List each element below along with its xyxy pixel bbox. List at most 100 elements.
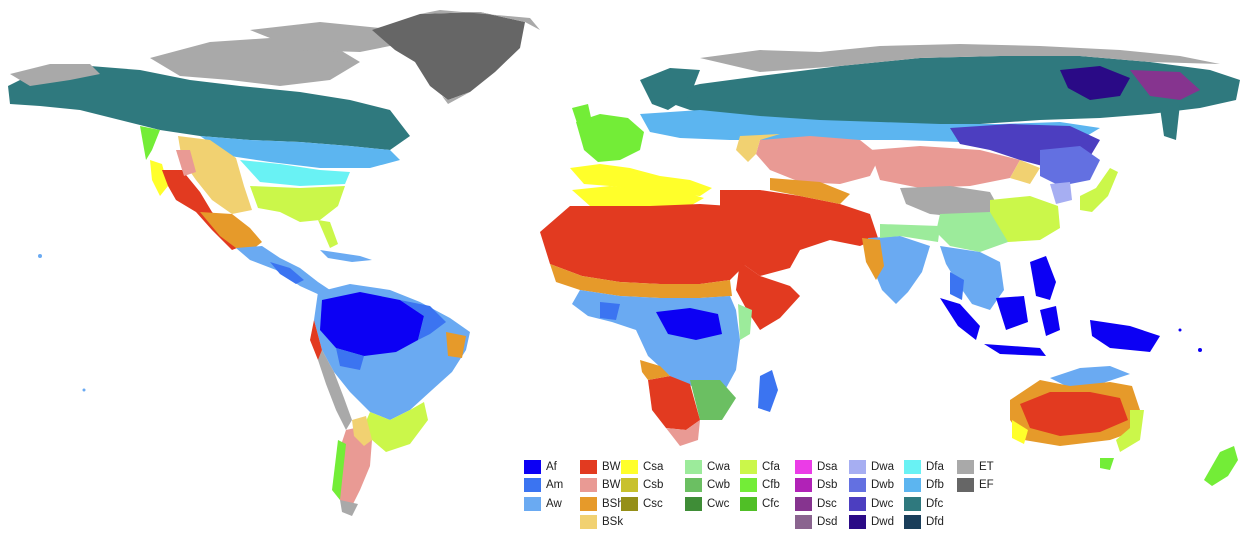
legend-item-ef: EF [957, 477, 994, 493]
legend-label: Dfd [926, 516, 944, 528]
legend-swatch [580, 478, 597, 492]
legend-label: Am [546, 479, 564, 491]
legend-label: Dwb [871, 479, 895, 491]
south-america [310, 284, 470, 516]
philippines [1030, 256, 1056, 300]
manchuria-dry-winter [1040, 146, 1100, 186]
legend-swatch [621, 478, 638, 492]
legend-label: Dwa [871, 461, 895, 473]
legend-swatch [685, 460, 702, 474]
legend-label: Dsb [817, 479, 838, 491]
legend-swatch [580, 460, 597, 474]
legend-item-aw: Aw [524, 496, 562, 512]
legend-item-dsd: Dsd [795, 514, 837, 530]
java [984, 344, 1046, 356]
legend-swatch [957, 478, 974, 492]
east-africa-highlands [738, 304, 752, 340]
legend-item-am: Am [524, 477, 563, 493]
new-guinea [1090, 320, 1160, 352]
legend-item-dfb: Dfb [904, 477, 944, 493]
east-siberia-dry-winter [1130, 70, 1200, 100]
legend-swatch [685, 497, 702, 511]
eurasia [570, 44, 1240, 310]
legend-label: BWk [602, 479, 627, 491]
western-europe-oceanic [576, 114, 644, 162]
southeast-asia-monsoon [950, 272, 964, 300]
legend-swatch [740, 460, 757, 474]
legend-swatch [795, 497, 812, 511]
legend-swatch [904, 497, 921, 511]
greenland-coast-tundra [420, 10, 540, 104]
horn-of-africa-desert [736, 262, 800, 330]
legend-item-dfc: Dfc [904, 496, 943, 512]
legend-label: Dwc [871, 498, 894, 510]
north-america-humid-subtropical [250, 186, 345, 222]
legend-item-dsa: Dsa [795, 459, 837, 475]
legend-label: Csc [643, 498, 663, 510]
legend-swatch [957, 460, 974, 474]
legend-swatch [524, 478, 541, 492]
southern-africa-steppe [640, 360, 670, 380]
japan [1080, 168, 1118, 212]
north-america-subarctic [8, 66, 410, 150]
legend-label: Cwb [707, 479, 731, 491]
climate-legend: Af Am Aw BWh BWk BSh BSk Csa Csb Csc Cwa Cwb Cwc Cfa C… [524, 459, 994, 531]
mediterranean-europe [570, 164, 712, 196]
legend-item-et: ET [957, 459, 994, 475]
arctic-islands-tundra [250, 22, 400, 52]
legend-swatch [849, 478, 866, 492]
central-asia-cold-desert [756, 136, 880, 184]
north-america-pacific-coast [140, 126, 160, 160]
siberia-tundra [700, 44, 1220, 72]
scandinavia [640, 68, 700, 110]
korea-dry-winter [1050, 182, 1072, 204]
legend-item-dwa: Dwa [849, 459, 894, 475]
north-america-humid-continental [200, 136, 400, 168]
legend-swatch [904, 515, 921, 529]
north-america [8, 10, 540, 296]
legend-label: Aw [546, 498, 562, 510]
legend-swatch [621, 497, 638, 511]
central-america-rainforest [270, 262, 304, 284]
mexico-steppe [200, 212, 262, 250]
legend-swatch [795, 478, 812, 492]
legend-swatch [904, 460, 921, 474]
legend-item-cwb: Cwb [685, 477, 730, 493]
legend-label: Cfb [762, 479, 780, 491]
great-basin-desert [176, 150, 196, 176]
pacific-island [1178, 328, 1182, 332]
legend-item-cwa: Cwa [685, 459, 730, 475]
legend-swatch [740, 497, 757, 511]
legend-label: Cfc [762, 498, 780, 510]
tasmania [1100, 458, 1114, 470]
congo-rainforest [656, 308, 722, 340]
legend-label: EF [979, 479, 994, 491]
legend-label: BWh [602, 461, 627, 473]
legend-label: Dfb [926, 479, 944, 491]
legend-swatch [795, 515, 812, 529]
legend-label: Af [546, 461, 557, 473]
legend-label: Dsd [817, 516, 838, 528]
madagascar [758, 370, 778, 412]
legend-swatch [580, 497, 597, 511]
indian-subtropical-north [880, 224, 940, 242]
legend-swatch [904, 478, 921, 492]
kamchatka [1160, 104, 1180, 140]
tibetan-plateau-tundra [900, 186, 1000, 218]
sumatra [940, 298, 980, 340]
pacific-island [82, 388, 86, 392]
legend-swatch [524, 460, 541, 474]
alaska-tundra [10, 64, 100, 86]
legend-label: Dsc [817, 498, 837, 510]
kalahari-desert [648, 376, 700, 430]
legend-item-cfc: Cfc [740, 496, 779, 512]
legend-item-dwc: Dwc [849, 496, 893, 512]
legend-swatch [621, 460, 638, 474]
southern-africa-subtropical [690, 380, 736, 420]
amazon-rainforest [320, 292, 424, 356]
legend-label: Dfa [926, 461, 944, 473]
california-mediterranean [150, 160, 168, 196]
greenland-ice [372, 12, 525, 100]
caribbean-islands [320, 250, 372, 262]
legend-label: ET [979, 461, 994, 473]
